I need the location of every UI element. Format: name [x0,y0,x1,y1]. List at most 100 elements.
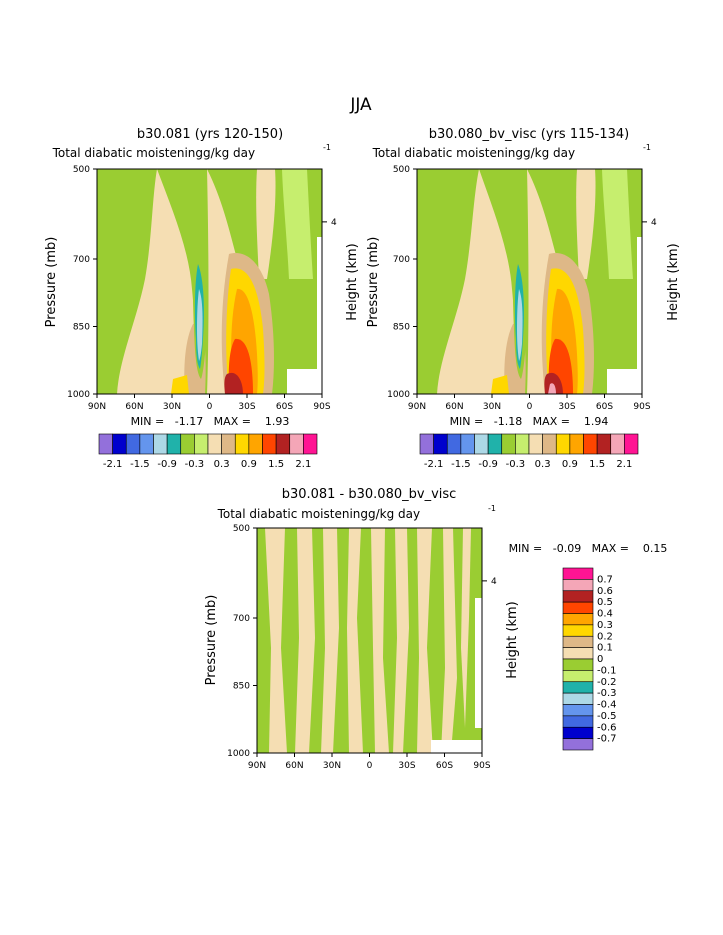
panel-1-minmax: MIN = -1.17 MAX = 1.93 [131,415,290,428]
panel-3-units: g/kg day [368,507,420,521]
colorbar-box [610,433,625,455]
colorbar-box [562,624,594,637]
panel-3-units-exp: -1 [488,504,496,513]
colorbar-box [515,433,530,455]
panel-3-plot-area [257,528,482,753]
y-tick-label: 700 [393,255,410,265]
x-tick-label: 90S [313,402,330,412]
x-tick-label: 30S [398,761,415,771]
figure-title: JJA [349,95,372,115]
x-tick-label: 90N [88,402,106,412]
colorbar-box [562,590,594,603]
panel-3-minmax: MIN = -0.09 MAX = 0.15 [509,542,668,555]
x-tick-label: 0 [527,402,533,412]
x-tick-label: 30N [483,402,501,412]
panel-1-units-exp: -1 [323,143,331,152]
right-tick-label: 4 [491,577,497,587]
panel-1-ylabel-right: Height (km) [345,243,360,320]
colorbar-label: 1.5 [589,459,605,470]
x-tick-label: 60S [436,761,453,771]
colorbar-label: 0.9 [241,459,257,470]
x-tick-label: 90S [473,761,490,771]
colorbar-box [207,433,222,455]
colorbar-label: 0.5 [597,597,613,608]
panel-3-subtitle: Total diabatic moistening [217,507,368,521]
panel-2-units-exp: -1 [643,143,651,152]
y-tick-label: 850 [73,323,90,333]
colorbar-box [583,433,598,455]
colorbar-box [562,681,594,694]
colorbar-box [112,433,127,455]
x-tick-label: 30N [163,402,181,412]
colorbar-box [562,647,594,660]
x-tick-label: 30S [558,402,575,412]
y-tick-label: 1000 [387,390,410,400]
colorbar-box [562,738,594,751]
colorbar-label: -0.3 [506,459,526,470]
colorbar-box [562,635,594,648]
colorbar-box [262,433,277,455]
colorbar-label: 0.7 [597,574,613,585]
y-tick-label: 700 [73,255,90,265]
colorbar-box [562,692,594,705]
panel-1-ylabel: Pressure (mb) [44,237,59,328]
x-tick-label: 90N [248,761,266,771]
colorbar-label: -0.2 [597,677,617,688]
panel-1-subtitle: Total diabatic moistening [52,146,203,160]
colorbar-label: -1.5 [130,459,150,470]
colorbar-label: 0.4 [597,609,613,620]
y-tick-label: 850 [233,682,250,692]
colorbar-label: -0.9 [157,459,177,470]
colorbar-box [487,433,503,455]
y-tick-label: 500 [393,165,410,175]
panel-2-title: b30.080_bv_visc (yrs 115-134) [429,127,629,142]
colorbar-label: -0.3 [185,459,205,470]
x-tick-label: 60S [276,402,293,412]
colorbar-box [542,433,557,455]
panel-3-title: b30.081 - b30.080_bv_visc [282,487,457,502]
panel-2: b30.080_bv_visc (yrs 115-134) Total diab… [366,127,681,470]
x-tick-label: 0 [207,402,213,412]
x-tick-label: 90S [633,402,650,412]
colorbar-label: 0.2 [597,631,613,642]
panel-1: b30.081 (yrs 120-150) Total diabatic moi… [44,127,360,470]
panel-3-ylabel: Pressure (mb) [204,595,219,686]
y-tick-label: 700 [233,614,250,624]
panel-2-subtitle: Total diabatic moistening [372,146,523,160]
colorbar-box [562,726,594,739]
colorbar-label: -2.1 [424,459,444,470]
x-tick-label: 60N [285,761,303,771]
panel-2-minmax: MIN = -1.18 MAX = 1.94 [450,415,609,428]
panel-2-plot-area [417,169,642,394]
colorbar-label: 1.5 [268,459,284,470]
colorbar-label: 0.6 [597,586,613,597]
x-tick-label: 60S [596,402,613,412]
colorbar-box [562,715,594,728]
colorbar-box [153,433,168,455]
colorbar-label: 0.3 [214,459,230,470]
x-tick-label: 0 [367,761,373,771]
colorbar-box [221,433,236,455]
colorbar-box [234,433,250,455]
panel-2-ylabel-right: Height (km) [666,243,681,320]
colorbar-label: 2.1 [295,459,311,470]
y-tick-label: 500 [73,165,90,175]
colorbar-box [139,433,154,455]
colorbar-box [562,704,594,717]
y-tick-label: 1000 [67,390,90,400]
colorbar-label: -2.1 [103,459,123,470]
colorbar-box [562,567,594,580]
panel-3-ylabel-right: Height (km) [505,601,520,678]
colorbar-box [98,433,113,455]
colorbar-label: 0.3 [597,620,613,631]
colorbar-label: -0.6 [597,722,617,733]
colorbar-label: -0.3 [597,688,617,699]
y-tick-label: 850 [393,323,410,333]
colorbar-box [419,433,434,455]
colorbar-label: 0.9 [562,459,578,470]
right-tick-label: 4 [331,218,337,228]
y-tick-label: 500 [233,524,250,534]
colorbar-box [275,433,291,455]
colorbar-box [166,433,182,455]
